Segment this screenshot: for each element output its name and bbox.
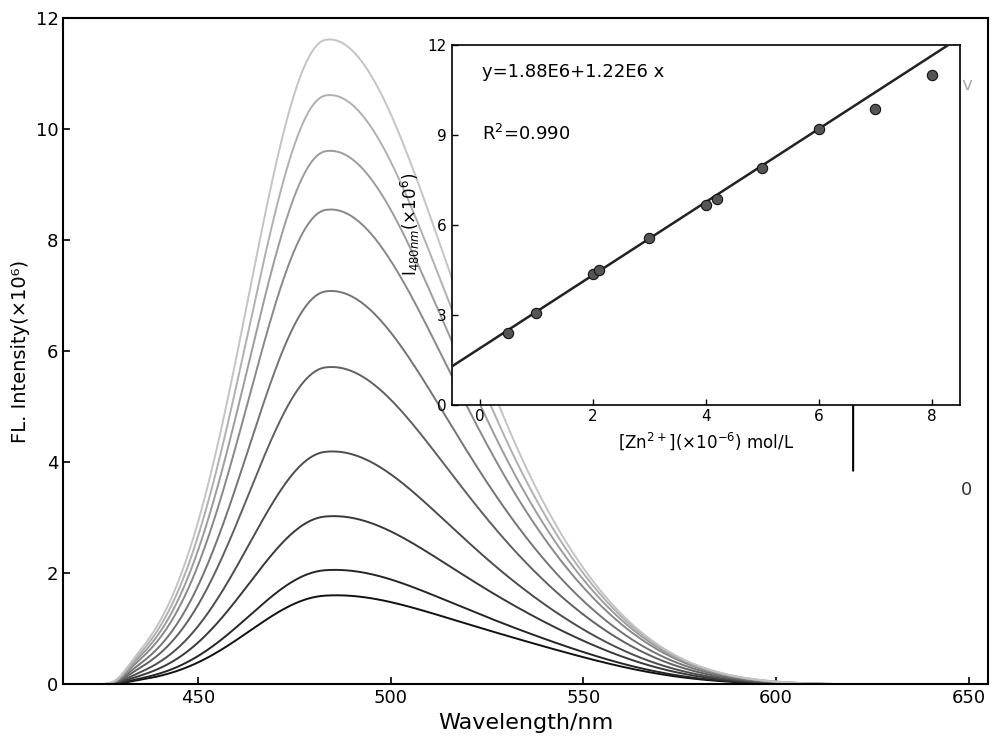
Y-axis label: FL. Intensity(×10⁶): FL. Intensity(×10⁶) (11, 260, 30, 443)
Text: 9 equiv: 9 equiv (906, 76, 973, 94)
Text: 0: 0 (961, 481, 973, 499)
X-axis label: Wavelength/nm: Wavelength/nm (438, 713, 613, 733)
